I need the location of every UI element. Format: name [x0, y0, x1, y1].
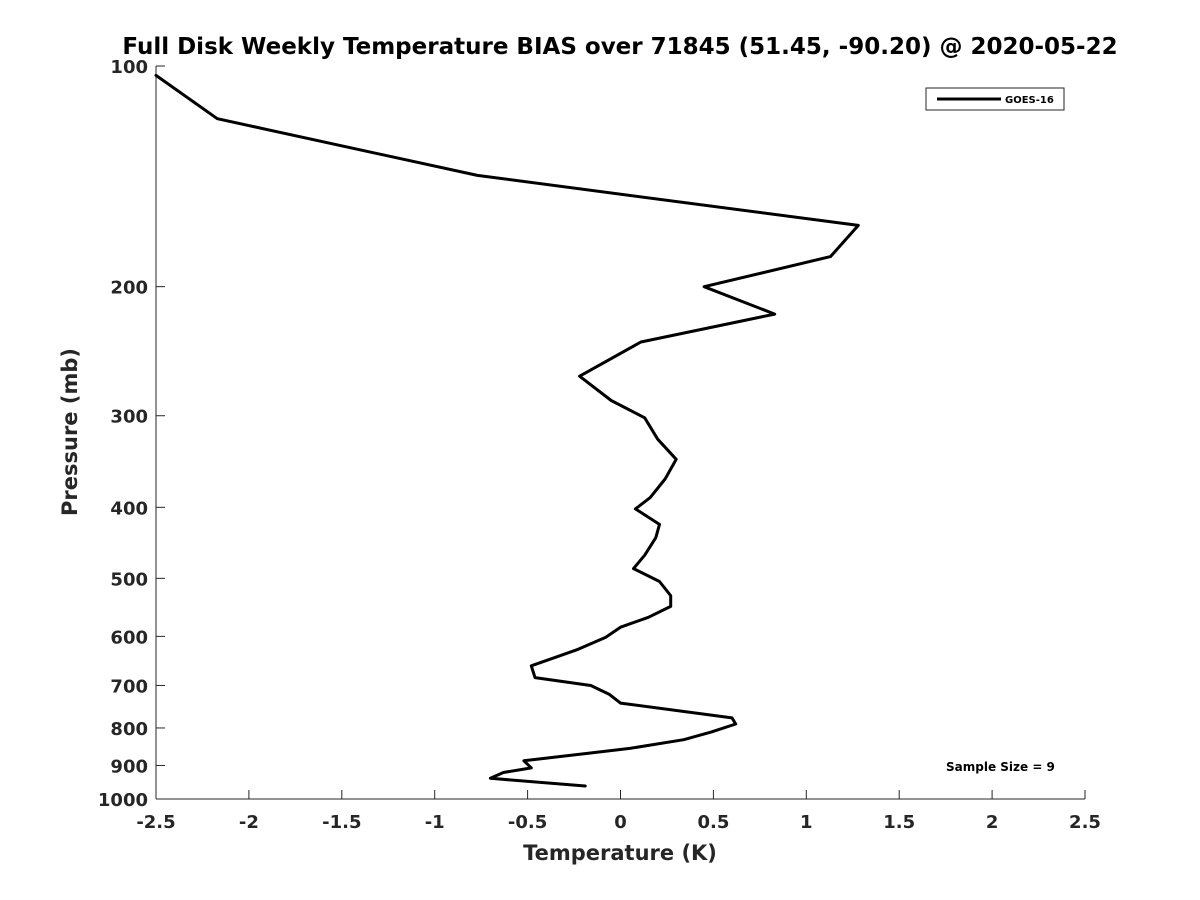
- y-ticks: 100 200 300 400 500 600 700 800 900 1000: [98, 57, 165, 811]
- chart-title: Full Disk Weekly Temperature BIAS over 7…: [122, 34, 1117, 60]
- x-tick-label: 0: [614, 812, 627, 833]
- y-tick-label: 100: [110, 57, 148, 78]
- y-tick-label: 700: [110, 676, 148, 697]
- y-tick-label: 200: [110, 278, 148, 299]
- y-tick-label: 900: [110, 756, 148, 777]
- x-tick-label: -0.5: [508, 812, 547, 833]
- y-tick-label: 400: [110, 498, 148, 519]
- sample-size-annotation: Sample Size = 9: [946, 760, 1055, 774]
- x-tick-label: 1: [800, 812, 813, 833]
- x-tick-label: 1.5: [883, 812, 915, 833]
- x-tick-label: 0.5: [697, 812, 729, 833]
- y-axis-label: Pressure (mb): [58, 348, 82, 516]
- x-axis-label: Temperature (K): [523, 841, 717, 865]
- x-tick-label: -1.5: [322, 812, 361, 833]
- y-tick-label: 600: [110, 627, 148, 648]
- x-tick-label: 2.5: [1069, 812, 1101, 833]
- x-tick-label: -2.5: [136, 812, 175, 833]
- y-tick-label: 800: [110, 719, 148, 740]
- x-ticks: -2.5 -2 -1.5 -1 -0.5 0 0.5 1 1.5 2 2.5: [136, 790, 1101, 833]
- y-tick-label: 500: [110, 569, 148, 590]
- x-tick-label: 2: [986, 812, 999, 833]
- x-tick-label: -2: [239, 812, 259, 833]
- series-line-goes-16: [154, 73, 860, 788]
- legend-entry-goes-16: GOES-16: [1005, 95, 1054, 106]
- x-tick-label: -1: [425, 812, 445, 833]
- y-tick-label: 300: [110, 407, 148, 428]
- y-tick-label: 1000: [98, 790, 148, 811]
- legend: GOES-16: [925, 87, 1065, 111]
